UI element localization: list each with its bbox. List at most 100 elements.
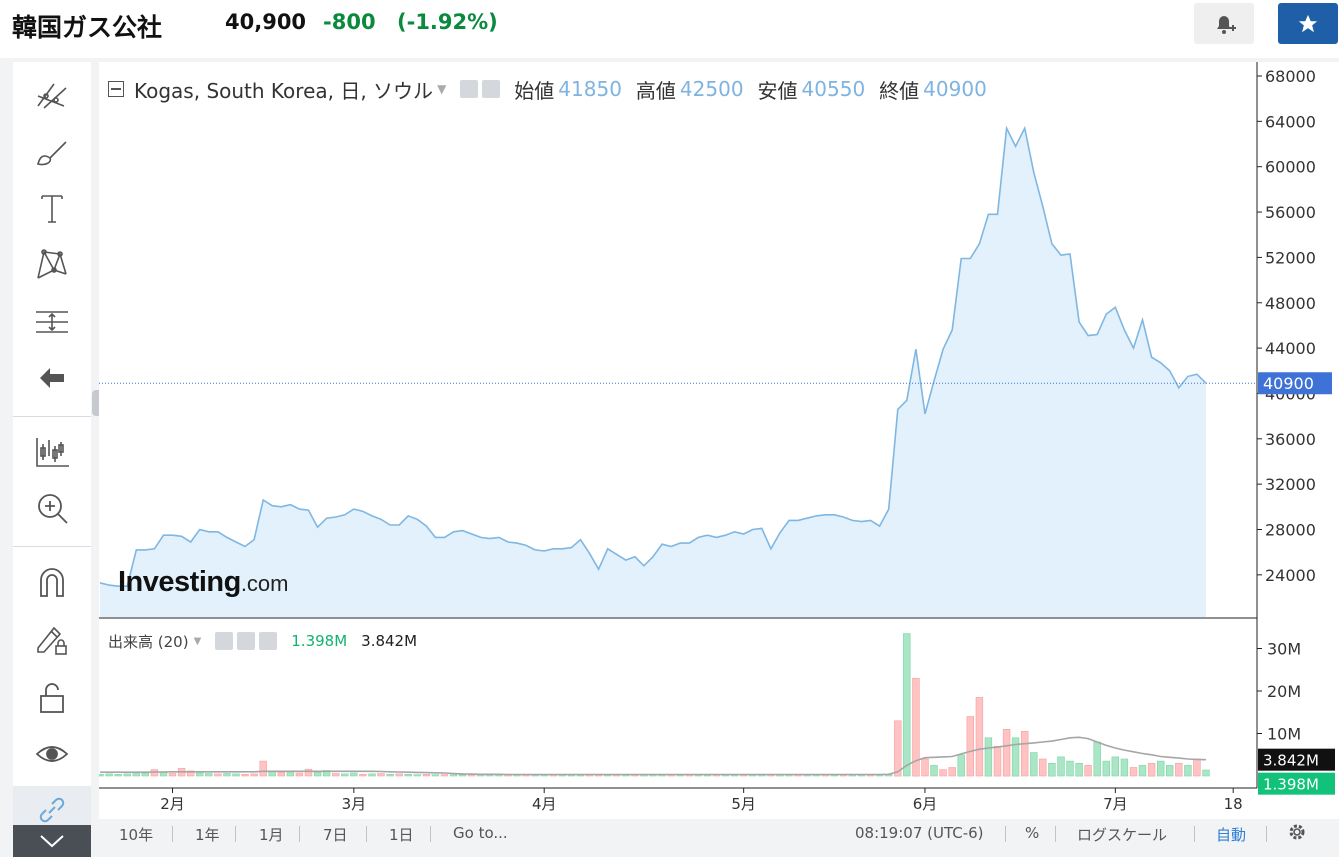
add-alert-button[interactable] — [1194, 3, 1254, 44]
volume-bar — [241, 773, 249, 777]
volume-bar — [214, 773, 222, 777]
volume-bar — [1120, 758, 1129, 777]
low-value: 40550 — [801, 77, 866, 101]
range-1m[interactable]: 1月 — [259, 826, 284, 844]
legend-gear-icon[interactable] — [482, 80, 501, 98]
crosshair-tool[interactable] — [13, 70, 91, 118]
volume-bar — [413, 774, 421, 777]
bell-plus-icon — [1217, 15, 1236, 34]
clock: 08:19:07 (UTC-6) — [855, 824, 984, 842]
volume-bar — [187, 770, 195, 777]
chevron-down-icon[interactable]: ▼ — [193, 635, 202, 647]
price-chart[interactable]: 2400028000320003600040000440004800052000… — [99, 62, 1339, 819]
link-icon — [39, 797, 65, 823]
close-label: 終値 — [879, 78, 920, 103]
last-price-badge — [1258, 372, 1332, 395]
lock-drawings-tool[interactable] — [13, 616, 91, 664]
open-label: 始値 — [514, 78, 555, 103]
price-line — [99, 125, 1207, 587]
time-tick-label: 2月 — [160, 795, 185, 813]
indicators-tool[interactable] — [13, 428, 91, 476]
range-1y[interactable]: 1年 — [195, 826, 220, 844]
toolbar-resize-handle[interactable] — [92, 390, 100, 416]
pattern-tool[interactable] — [13, 240, 91, 288]
volume-bar — [1147, 762, 1156, 777]
time-tick-label: 3月 — [342, 795, 367, 813]
volume-bar — [1039, 758, 1047, 777]
magnet-tool[interactable] — [13, 558, 91, 606]
log-scale-toggle[interactable]: ログスケール — [1077, 826, 1168, 844]
price-legend: Kogas, South Korea, 日, ソウル ▼ 始値 41850 高値… — [108, 74, 987, 104]
price-axis-background — [1258, 62, 1339, 819]
percent-toggle[interactable]: % — [1025, 824, 1040, 842]
volume-eye-icon[interactable] — [215, 632, 234, 650]
settings-button[interactable] — [1287, 822, 1307, 846]
stock-change-percent: (-1.92%) — [397, 10, 498, 34]
time-tick-label: 4月 — [532, 795, 557, 813]
zoom-icon — [38, 494, 68, 524]
chevron-down-icon[interactable]: ▼ — [437, 82, 447, 96]
time-tick-label: 18 — [1224, 795, 1243, 813]
pattern-icon — [37, 249, 67, 279]
last-price-badge-label: 40900 — [1263, 374, 1314, 393]
lock-pencil-icon — [37, 626, 67, 655]
goto-button[interactable]: Go to... — [453, 824, 508, 842]
price-tick-label: 64000 — [1265, 112, 1316, 131]
brush-icon — [37, 141, 67, 166]
price-area-fill — [100, 128, 1206, 617]
volume-close-icon[interactable] — [259, 632, 278, 650]
range-7d[interactable]: 7日 — [323, 826, 348, 844]
stock-name: 韓国ガス公社 — [12, 13, 163, 42]
volume-gear-icon[interactable] — [237, 632, 256, 650]
volume-ma-line — [100, 736, 1207, 776]
volume-tick-label: 30M — [1267, 640, 1301, 659]
legend-collapse-icon[interactable] — [108, 81, 124, 97]
volume-bar — [1075, 762, 1083, 777]
price-tick-label: 60000 — [1265, 158, 1316, 177]
volume-ma-value: 3.842M — [361, 632, 418, 650]
drawing-toolbar — [13, 62, 91, 857]
volume-bar — [930, 765, 938, 777]
volume-bar — [1138, 765, 1147, 777]
legend-eye-icon[interactable] — [460, 80, 479, 98]
volume-badge-label: 1.398M — [1263, 776, 1319, 794]
volume-bar — [458, 774, 467, 777]
gear-icon — [1289, 824, 1305, 840]
volume-bar — [377, 773, 385, 777]
volume-bar — [894, 720, 902, 777]
volume-bar — [350, 772, 358, 777]
legend-symbol: Kogas, South Korea, 日, ソウル — [134, 78, 434, 103]
range-10y[interactable]: 10年 — [119, 826, 154, 844]
measure-tool[interactable] — [13, 298, 91, 346]
measure-icon — [36, 311, 68, 333]
volume-bar — [1002, 728, 1011, 777]
volume-bar — [1193, 758, 1201, 777]
back-tool[interactable] — [13, 354, 91, 402]
volume-bar — [449, 774, 458, 777]
range-1d[interactable]: 1日 — [389, 826, 414, 844]
unlock-tool[interactable] — [13, 674, 91, 722]
brush-tool[interactable] — [13, 128, 91, 176]
watermark-brand: Investing — [118, 566, 241, 598]
price-tick-label: 68000 — [1265, 67, 1316, 86]
chart-area: 2400028000320003600040000440004800052000… — [99, 62, 1339, 819]
auto-scale-toggle[interactable]: 自動 — [1216, 826, 1247, 844]
text-tool[interactable] — [13, 184, 91, 232]
volume-bar — [939, 769, 947, 777]
toolbar-collapse-button[interactable] — [13, 825, 91, 857]
volume-bar — [1030, 752, 1038, 777]
visibility-tool[interactable] — [13, 730, 91, 778]
price-tick-label: 56000 — [1265, 203, 1316, 222]
high-value: 42500 — [679, 77, 744, 101]
volume-bar — [1102, 760, 1111, 777]
favorite-button[interactable] — [1278, 3, 1338, 44]
volume-bar — [1202, 769, 1210, 777]
unlock-icon — [40, 683, 64, 713]
indicators-icon — [36, 438, 69, 467]
back-arrow-icon — [40, 368, 64, 388]
volume-bar — [912, 677, 920, 777]
volume-bar — [1184, 765, 1192, 777]
zoom-tool[interactable] — [13, 484, 91, 532]
volume-bar — [141, 772, 150, 777]
volume-bar — [1129, 767, 1138, 777]
